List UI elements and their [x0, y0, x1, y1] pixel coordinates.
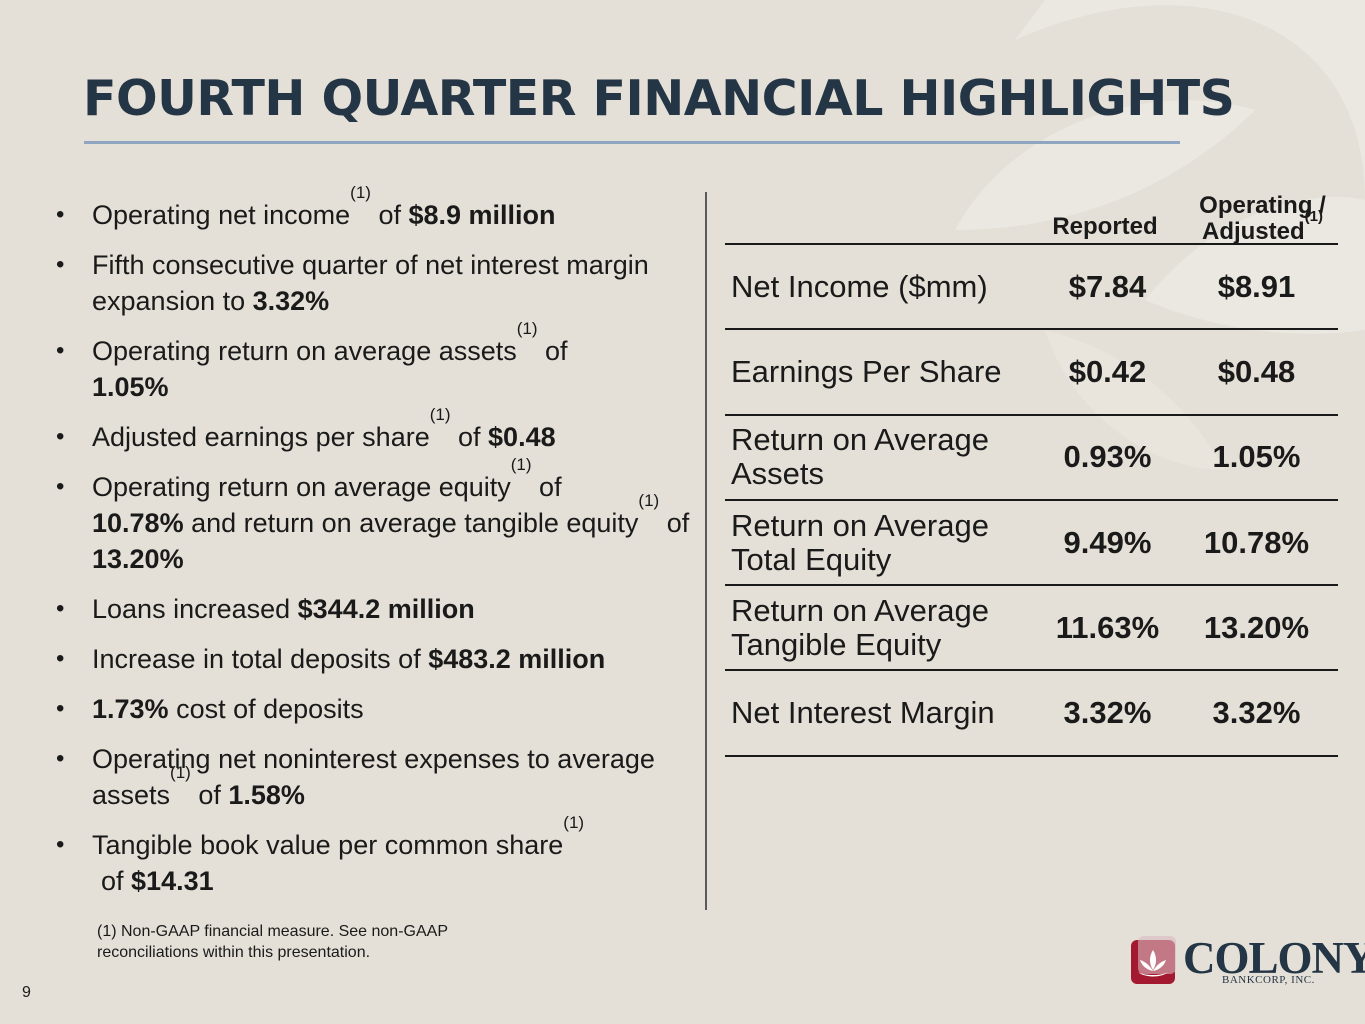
table-row: Earnings Per Share $0.42 $0.48 — [725, 330, 1338, 416]
footnote: (1) Non-GAAP financial measure. See non-… — [97, 923, 448, 961]
logo-subtitle: BANKCORP, INC. — [1222, 974, 1315, 986]
list-item: Operating net income(1) of $8.9 million — [56, 184, 696, 233]
column-divider — [705, 192, 707, 910]
operating-value: 3.32% — [1212, 695, 1301, 731]
company-logo: COLONY BANKCORP, INC. — [1128, 932, 1365, 992]
list-item: Fifth consecutive quarter of net interes… — [56, 247, 696, 319]
operating-value: 1.05% — [1212, 439, 1301, 475]
list-item: Loans increased $344.2 million — [56, 591, 696, 627]
lotus-icon — [1131, 936, 1176, 984]
list-item: Increase in total deposits of $483.2 mil… — [56, 641, 696, 677]
table-row: Net Interest Margin 3.32% 3.32% — [725, 671, 1338, 757]
list-item: Operating net noninterest expenses to av… — [56, 741, 696, 813]
reported-value: 0.93% — [1063, 439, 1152, 475]
operating-value: $8.91 — [1217, 268, 1296, 304]
table-row: Net Income ($mm) $7.84 $8.91 — [725, 245, 1338, 331]
operating-value: 13.20% — [1203, 609, 1310, 645]
reported-value: 9.49% — [1063, 524, 1152, 560]
reported-value: $0.42 — [1068, 353, 1147, 389]
metrics-table: Reported Operating / Adjusted(1) Net Inco… — [725, 190, 1338, 757]
page-title: FOURTH QUARTER FINANCIAL HIGHLIGHTS — [83, 70, 1235, 127]
operating-value: 10.78% — [1203, 524, 1310, 560]
reported-value: 3.32% — [1063, 695, 1152, 731]
table-row: Return on Average Tangible Equity 11.63%… — [725, 586, 1338, 672]
list-item: Operating return on average assets(1) of… — [56, 320, 696, 405]
row-label: Earnings Per Share — [731, 353, 1002, 389]
table-row: Return on Average Total Equity 9.49% 10.… — [725, 501, 1338, 587]
highlights-list: Operating net income(1) of $8.9 million … — [56, 184, 696, 913]
row-label: Return on Average Assets — [731, 422, 989, 492]
page-number: 9 — [22, 984, 31, 1001]
list-item: Tangible book value per common share(1)o… — [56, 814, 696, 899]
title-underline — [84, 141, 1180, 144]
logo-wordmark: COLONY — [1183, 933, 1365, 983]
list-item: Adjusted earnings per share(1) of $0.48 — [56, 406, 696, 455]
row-label: Net Income ($mm) — [731, 268, 988, 304]
row-label: Net Interest Margin — [731, 695, 995, 731]
row-label: Return on Average Tangible Equity — [731, 592, 989, 662]
reported-value: 11.63% — [1055, 609, 1160, 645]
operating-value: $0.48 — [1217, 353, 1296, 389]
list-item: Operating return on average equity(1) of… — [56, 456, 696, 577]
reported-value: $7.84 — [1068, 268, 1147, 304]
header-operating-adjusted: Operating / Adjusted(1) — [1199, 192, 1326, 245]
list-item: 1.73% cost of deposits — [56, 691, 696, 727]
header-reported: Reported — [1052, 213, 1158, 240]
table-row: Return on Average Assets 0.93% 1.05% — [725, 416, 1338, 501]
table-header: Reported Operating / Adjusted(1) — [725, 190, 1338, 245]
row-label: Return on Average Total Equity — [731, 507, 989, 577]
